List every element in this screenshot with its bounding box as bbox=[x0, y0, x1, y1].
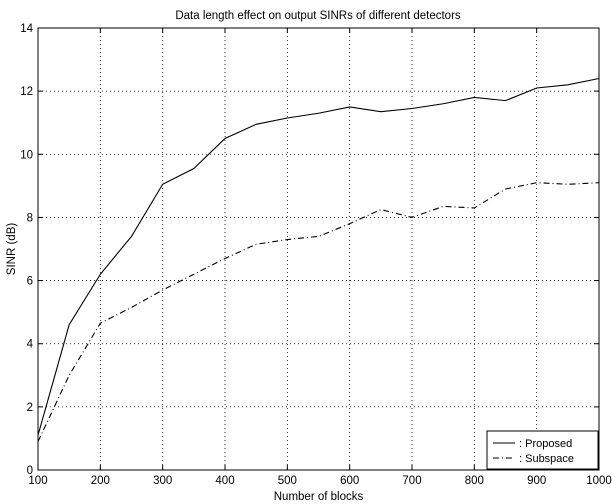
x-tick-label: 600 bbox=[340, 475, 359, 487]
x-tick-label: 100 bbox=[28, 475, 47, 487]
x-tick-label: 900 bbox=[527, 475, 546, 487]
x-tick-label: 1000 bbox=[586, 475, 612, 487]
x-tick-label: 800 bbox=[465, 475, 484, 487]
x-axis-label: Number of blocks bbox=[274, 491, 364, 503]
y-axis-label: SINR (dB) bbox=[6, 223, 18, 276]
series-line-2 bbox=[37, 182, 600, 442]
legend-box bbox=[486, 430, 599, 470]
y-tick-label: 2 bbox=[27, 402, 33, 414]
x-tick-label: 700 bbox=[402, 475, 421, 487]
y-tick-label: 12 bbox=[20, 86, 33, 98]
x-tick-label: 200 bbox=[91, 475, 110, 487]
series-lines bbox=[37, 77, 600, 442]
axis-ticks: 100 200 300 400 500 600 700 800 900 1000 0 2 4 6 8 10 12… bbox=[20, 23, 612, 487]
plot-frame bbox=[37, 27, 600, 471]
y-tick-label: 0 bbox=[27, 465, 33, 477]
x-tick-label: 400 bbox=[215, 475, 234, 487]
y-tick-label: 10 bbox=[20, 149, 33, 161]
y-tick-label: 14 bbox=[20, 23, 33, 35]
x-tick-label: 300 bbox=[153, 475, 172, 487]
y-tick-label: 6 bbox=[27, 276, 33, 288]
y-tick-label: 4 bbox=[27, 339, 34, 351]
series-line-1 bbox=[37, 77, 600, 436]
legend-label-1: : Proposed bbox=[519, 438, 572, 450]
legend-label-2: : Subspace bbox=[519, 453, 574, 465]
grid-lines bbox=[38, 28, 599, 470]
x-tick-label: 500 bbox=[278, 475, 297, 487]
y-tick-label: 8 bbox=[27, 212, 33, 224]
legend: : Proposed : Subspace bbox=[486, 430, 599, 470]
chart-title: Data length effect on output SINRs of di… bbox=[175, 10, 461, 22]
